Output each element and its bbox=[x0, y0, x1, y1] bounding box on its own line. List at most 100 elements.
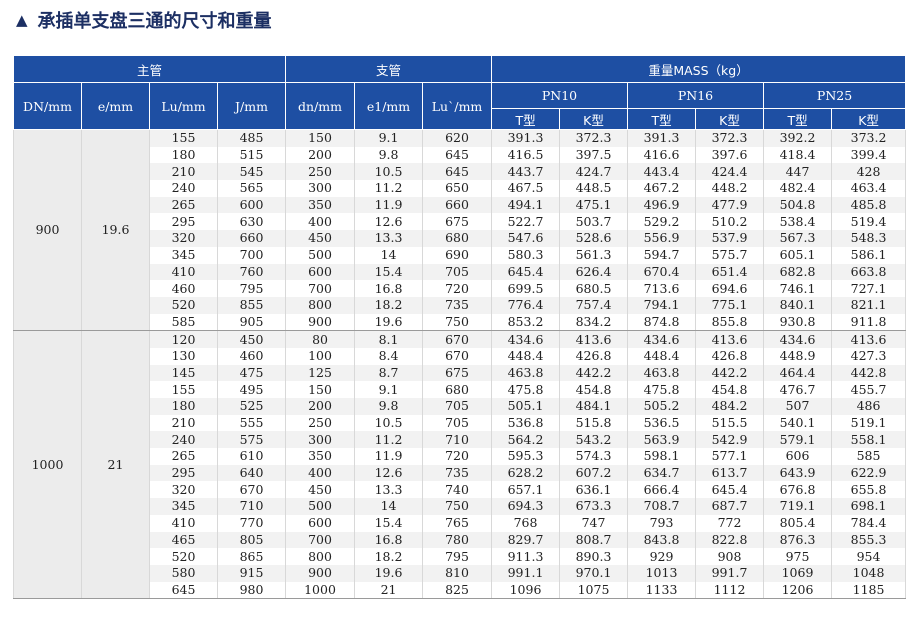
table-cell: 145 bbox=[149, 364, 218, 382]
table-cell: 670.4 bbox=[627, 263, 697, 281]
table-row: 295 640 400 12.6 735 628.2 607.2 634.7 613.7 643.… bbox=[14, 464, 907, 482]
table-cell: 630 bbox=[216, 213, 287, 231]
main-pipe-header: 主管 bbox=[12, 55, 287, 83]
table-cell: 536.8 bbox=[491, 414, 561, 432]
table-cell: 8.1 bbox=[354, 330, 424, 348]
table-cell: 563.9 bbox=[627, 431, 697, 449]
table-cell: 503.7 bbox=[559, 213, 629, 231]
table-cell: 19.6 bbox=[354, 564, 424, 582]
pn10-t-header: T型 bbox=[491, 108, 561, 130]
table-cell: 698.1 bbox=[831, 498, 907, 515]
col-dn: DN/mm bbox=[13, 82, 82, 130]
table-cell: 784.4 bbox=[831, 514, 907, 532]
table-cell: 416.6 bbox=[627, 146, 697, 164]
table-cell: 529.2 bbox=[627, 213, 697, 231]
table-cell: 125 bbox=[285, 364, 356, 382]
table-body: 900 19.6 155 485 150 9.1 620 391.3 372.3 391.3 372… bbox=[13, 129, 907, 600]
table-cell: 720 bbox=[422, 280, 493, 297]
table-cell: 543.2 bbox=[559, 431, 629, 449]
table-cell: 9.8 bbox=[354, 146, 424, 164]
table-cell: 991.7 bbox=[695, 564, 765, 582]
table-cell: 794.1 bbox=[627, 296, 697, 314]
table-cell: 150 bbox=[285, 381, 356, 398]
table-cell: 822.8 bbox=[695, 531, 765, 549]
table-row: 520 865 800 18.2 795 911.3 890.3 929 908 975 954 bbox=[14, 548, 907, 565]
table-cell: 700 bbox=[285, 531, 356, 549]
table-cell: 547.6 bbox=[491, 230, 561, 247]
table-cell: 448.2 bbox=[695, 180, 765, 197]
table-cell: 740 bbox=[422, 481, 493, 499]
table-cell: 515 bbox=[216, 146, 287, 164]
table-cell: 675 bbox=[422, 364, 493, 382]
table-cell: 628.2 bbox=[491, 464, 561, 482]
table-cell: 463.8 bbox=[491, 364, 561, 382]
dn-cell: 900 bbox=[13, 129, 82, 332]
table-cell: 700 bbox=[216, 246, 287, 264]
table-cell: 645 bbox=[422, 146, 493, 164]
table-cell: 558.1 bbox=[831, 431, 907, 449]
table-cell: 780 bbox=[422, 531, 493, 549]
table-cell: 10.5 bbox=[354, 163, 424, 181]
table-cell: 345 bbox=[149, 498, 218, 515]
table-cell: 622.9 bbox=[831, 464, 907, 482]
table-cell: 954 bbox=[831, 548, 907, 565]
col-lu-branch: Lu`/mm bbox=[422, 82, 493, 130]
table-cell: 793 bbox=[627, 514, 697, 532]
table-row: 265 600 350 11.9 660 494.1 475.1 496.9 477.9 504.… bbox=[14, 196, 907, 214]
table-cell: 760 bbox=[216, 263, 287, 281]
table-cell: 680.5 bbox=[559, 280, 629, 297]
table-cell: 350 bbox=[285, 196, 356, 214]
table-cell: 795 bbox=[422, 548, 493, 565]
table-cell: 643.9 bbox=[763, 464, 833, 482]
table-cell: 15.4 bbox=[354, 263, 424, 281]
table-cell: 855 bbox=[216, 296, 287, 314]
table-cell: 495 bbox=[216, 381, 287, 398]
table-cell: 800 bbox=[285, 296, 356, 314]
table-cell: 610 bbox=[216, 448, 287, 465]
table-cell: 713.6 bbox=[627, 280, 697, 297]
table-row: 210 545 250 10.5 645 443.7 424.7 443.4 424.4 447 4… bbox=[14, 163, 907, 181]
table-cell: 455.7 bbox=[831, 381, 907, 398]
table-cell: 18.2 bbox=[354, 548, 424, 565]
table-cell: 13.3 bbox=[354, 481, 424, 499]
table-cell: 400 bbox=[285, 464, 356, 482]
table-cell: 434.6 bbox=[627, 330, 697, 348]
table-cell: 410 bbox=[149, 514, 218, 532]
table-cell: 727.1 bbox=[831, 280, 907, 297]
table-cell: 594.7 bbox=[627, 246, 697, 264]
table-cell: 980 bbox=[216, 581, 287, 600]
table-cell: 620 bbox=[422, 129, 493, 147]
table-cell: 750 bbox=[422, 498, 493, 515]
table-cell: 460 bbox=[149, 280, 218, 297]
table-cell: 991.1 bbox=[491, 564, 561, 582]
table-cell: 505.2 bbox=[627, 398, 697, 415]
table-cell: 680 bbox=[422, 381, 493, 398]
table-cell: 510.2 bbox=[695, 213, 765, 231]
table-cell: 450 bbox=[285, 230, 356, 247]
table-cell: 210 bbox=[149, 414, 218, 432]
table-cell: 454.8 bbox=[559, 381, 629, 398]
table-cell: 650 bbox=[422, 180, 493, 197]
table-cell: 586.1 bbox=[831, 246, 907, 264]
table-cell: 750 bbox=[422, 313, 493, 332]
table-cell: 680 bbox=[422, 230, 493, 247]
table-cell: 21 bbox=[354, 581, 424, 600]
table-cell: 655.8 bbox=[831, 481, 907, 499]
table-row: 210 555 250 10.5 705 536.8 515.8 536.5 515.5 540.… bbox=[14, 414, 907, 432]
table-cell: 746.1 bbox=[763, 280, 833, 297]
table-cell: 890.3 bbox=[559, 548, 629, 565]
table-cell: 14 bbox=[354, 498, 424, 515]
table-cell: 155 bbox=[149, 381, 218, 398]
table-cell: 8.4 bbox=[354, 347, 424, 365]
table-cell: 250 bbox=[285, 163, 356, 181]
table-cell: 16.8 bbox=[354, 531, 424, 549]
table-cell: 448.4 bbox=[491, 347, 561, 365]
table-cell: 720 bbox=[422, 448, 493, 465]
table-cell: 500 bbox=[285, 246, 356, 264]
table-cell: 821.1 bbox=[831, 296, 907, 314]
table-row: 520 855 800 18.2 735 776.4 757.4 794.1 775.1 840.… bbox=[14, 296, 907, 314]
table-row: 145 475 125 8.7 675 463.8 442.2 463.8 442.2 464.4… bbox=[14, 364, 907, 382]
table-cell: 905 bbox=[216, 313, 287, 332]
table-cell: 567.3 bbox=[763, 230, 833, 247]
table-cell: 580.3 bbox=[491, 246, 561, 264]
